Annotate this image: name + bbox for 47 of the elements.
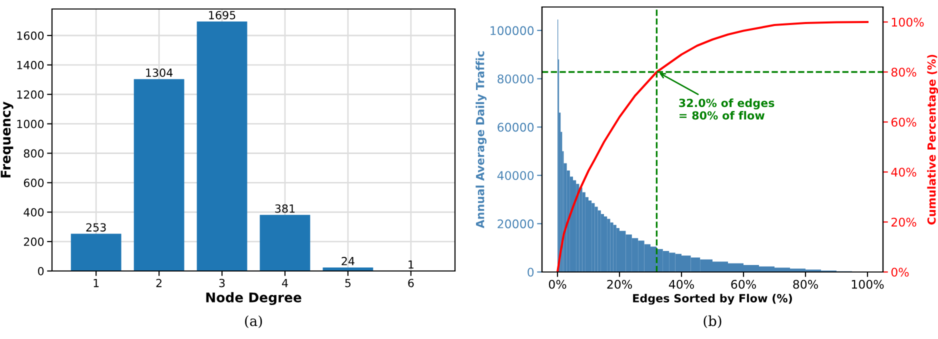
y2-tick-label: 80% xyxy=(891,68,916,77)
y-tick-label: 400 xyxy=(24,208,44,217)
x-tick-label: 60% xyxy=(731,280,756,289)
x-tick-label: 40% xyxy=(668,280,694,289)
y2-tick-label: 100% xyxy=(892,18,924,27)
x-tick-label: 1 xyxy=(94,278,99,288)
y-tick-label: 1000 xyxy=(17,120,44,128)
y-tick-label: 800 xyxy=(24,149,44,158)
text: (a) xyxy=(245,315,262,328)
y-tick-label: 0 xyxy=(38,266,44,276)
data-label: 1695 xyxy=(209,10,236,20)
x-tick-label: 80% xyxy=(793,280,818,289)
data-label: 24 xyxy=(342,256,354,266)
y2-axis-title: Cumulative Percentage (%) xyxy=(927,54,938,225)
data-label: 253 xyxy=(86,223,106,232)
x-axis-title: Edges Sorted by Flow (%) xyxy=(633,294,792,305)
text: (b) xyxy=(704,315,722,328)
data-label: 381 xyxy=(275,204,295,213)
x-tick-label: 5 xyxy=(345,278,351,288)
x-tick-label: 0% xyxy=(548,280,566,289)
y-tick-label: 60000 xyxy=(498,122,534,132)
y2-tick-label: 60% xyxy=(891,118,916,127)
y-tick-label: 20000 xyxy=(498,219,534,228)
x-tick-label: 2 xyxy=(156,278,162,288)
data-label: 1 xyxy=(408,260,414,269)
annotation: 32.0% of edges = 80% of flow xyxy=(679,98,774,120)
y-tick-label: 1400 xyxy=(17,60,44,70)
y2-tick-label: 40% xyxy=(891,168,916,177)
y-axis-title: Annual Average Daily Traffic xyxy=(476,51,487,228)
data-label: 1304 xyxy=(146,68,173,77)
x-tick-label: 6 xyxy=(408,278,414,288)
x-tick-label: 20% xyxy=(607,280,632,289)
y-tick-label: 1200 xyxy=(17,90,44,99)
x-tick-label: 4 xyxy=(282,278,288,288)
x-tick-label: 3 xyxy=(219,278,225,288)
y-tick-label: 40000 xyxy=(497,171,534,180)
y2-tick-label: 20% xyxy=(892,218,916,227)
y-tick-label: 600 xyxy=(24,178,44,188)
y-tick-label: 80000 xyxy=(498,74,534,84)
x-axis-title: Node Degree xyxy=(206,292,302,306)
y-tick-label: 200 xyxy=(24,238,44,246)
y-tick-label: 0 xyxy=(528,268,534,277)
y2-tick-label: 0% xyxy=(891,268,909,277)
y-axis-title: Frequency xyxy=(0,102,14,178)
y-tick-label: 1600 xyxy=(17,31,44,40)
x-tick-label: 100% xyxy=(852,280,884,289)
y-tick-label: 100000 xyxy=(490,26,534,36)
